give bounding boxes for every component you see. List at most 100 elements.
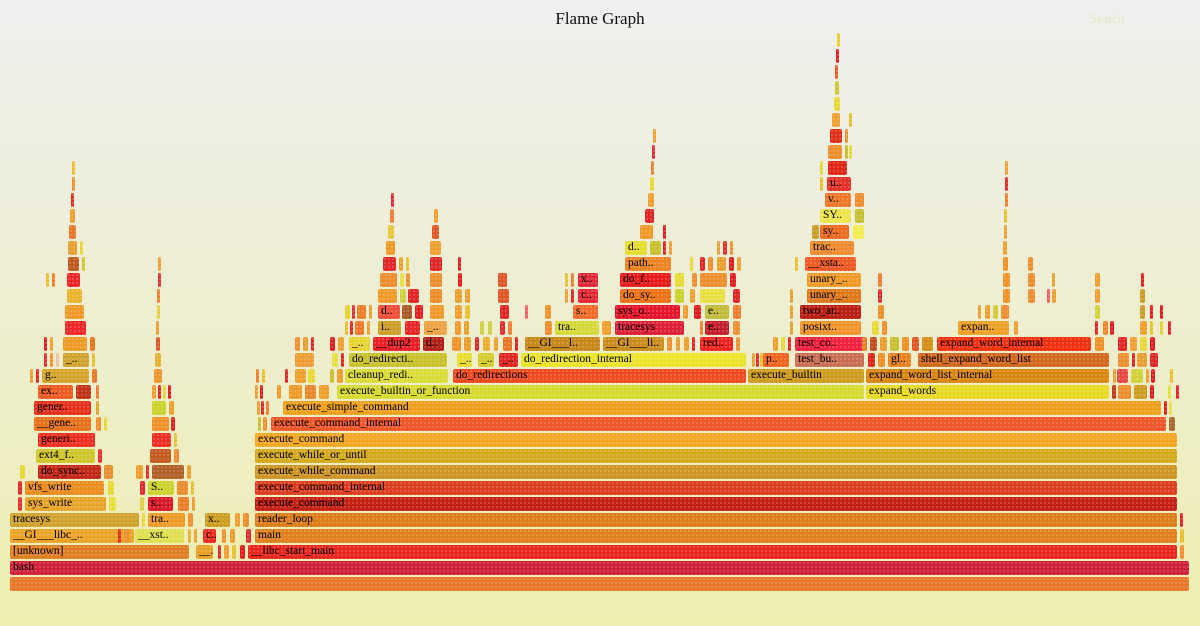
frame[interactable]: e.. [705,321,729,335]
minor-frame[interactable] [20,465,25,479]
minor-frame[interactable] [177,481,188,495]
minor-frame[interactable] [872,321,879,335]
minor-frame[interactable] [648,193,654,207]
frame[interactable]: __libc_start_main [248,545,1177,559]
frame[interactable]: expand_words [866,385,1109,399]
frame[interactable]: c.. [578,289,598,303]
minor-frame[interactable] [525,305,528,319]
frame[interactable]: _.. [424,321,447,335]
frame[interactable]: unary_.. [807,289,861,303]
minor-frame[interactable] [1141,273,1144,287]
minor-frame[interactable] [985,305,990,319]
minor-frame[interactable] [1168,321,1171,335]
minor-frame[interactable] [430,241,441,255]
frame[interactable]: tra.. [148,513,185,527]
minor-frame[interactable] [663,241,666,255]
minor-frame[interactable] [308,369,315,383]
minor-frame[interactable] [18,497,22,511]
minor-frame[interactable] [1052,289,1056,303]
minor-frame[interactable] [256,369,259,383]
minor-frame[interactable] [104,417,107,431]
minor-frame[interactable] [92,353,95,367]
minor-frame[interactable] [1005,177,1008,191]
frame[interactable]: test_co.. [795,337,864,351]
minor-frame[interactable] [458,273,462,287]
minor-frame[interactable] [96,417,101,431]
minor-frame[interactable] [835,65,838,79]
minor-frame[interactable] [545,305,551,319]
minor-frame[interactable] [391,193,394,207]
minor-frame[interactable] [640,225,653,239]
minor-frame[interactable] [1169,417,1175,431]
minor-frame[interactable] [571,289,574,303]
minor-frame[interactable] [845,129,848,143]
minor-frame[interactable] [191,481,194,495]
frame[interactable]: vfs_write [25,481,104,495]
minor-frame[interactable] [1132,353,1135,367]
minor-frame[interactable] [464,321,469,335]
minor-frame[interactable] [262,369,265,383]
minor-frame[interactable] [18,481,22,495]
minor-frame[interactable] [70,209,75,223]
minor-frame[interactable] [1113,369,1116,383]
minor-frame[interactable] [760,353,763,367]
minor-frame[interactable] [266,401,269,415]
minor-frame[interactable] [72,177,75,191]
frame[interactable]: __GI___li.. [603,337,664,351]
minor-frame[interactable] [150,449,171,463]
minor-frame[interactable] [675,273,684,287]
minor-frame[interactable] [405,321,420,335]
minor-frame[interactable] [458,257,461,271]
minor-frame[interactable] [912,337,919,351]
minor-frame[interactable] [508,321,512,335]
minor-frame[interactable] [92,369,97,383]
minor-frame[interactable] [142,513,145,527]
frame[interactable]: __xst.. [135,529,184,543]
minor-frame[interactable] [1176,385,1179,399]
minor-frame[interactable] [820,161,823,175]
frame[interactable]: unary_.. [807,273,861,287]
minor-frame[interactable] [700,257,705,271]
minor-frame[interactable] [146,465,149,479]
minor-frame[interactable] [260,385,263,399]
minor-frame[interactable] [369,305,372,319]
minor-frame[interactable] [500,321,505,335]
minor-frame[interactable] [1134,385,1147,399]
minor-frame[interactable] [430,305,444,319]
minor-frame[interactable] [171,417,175,431]
minor-frame[interactable] [694,305,701,319]
minor-frame[interactable] [730,273,736,287]
minor-frame[interactable] [1131,369,1143,383]
minor-frame[interactable] [455,305,462,319]
minor-frame[interactable] [1014,321,1018,335]
minor-frame[interactable] [700,273,727,287]
frame[interactable]: ext4_f.. [36,449,95,463]
frame[interactable]: execute_command_internal [271,417,1166,431]
minor-frame[interactable] [30,369,33,383]
minor-frame[interactable] [500,305,509,319]
minor-frame[interactable] [692,337,695,351]
minor-frame[interactable] [1047,289,1050,303]
frame[interactable]: i.. [378,321,401,335]
frame[interactable]: __xsta.. [805,257,856,271]
minor-frame[interactable] [98,449,102,463]
minor-frame[interactable] [430,273,442,287]
minor-frame[interactable] [1052,273,1055,287]
minor-frame[interactable] [452,337,461,351]
minor-frame[interactable] [289,385,302,399]
minor-frame[interactable] [1170,369,1173,383]
minor-frame[interactable] [790,305,793,319]
minor-frame[interactable] [319,385,329,399]
minor-frame[interactable] [676,337,680,351]
frame[interactable]: gl.. [888,353,911,367]
minor-frame[interactable] [187,465,191,479]
minor-frame[interactable] [849,113,852,127]
minor-frame[interactable] [645,209,654,223]
minor-frame[interactable] [503,337,512,351]
minor-frame[interactable] [355,321,364,335]
minor-frame[interactable] [222,529,226,543]
minor-frame[interactable] [1150,353,1158,367]
minor-frame[interactable] [52,273,55,287]
frame[interactable]: __GI___l.. [525,337,600,351]
minor-frame[interactable] [1140,305,1145,319]
